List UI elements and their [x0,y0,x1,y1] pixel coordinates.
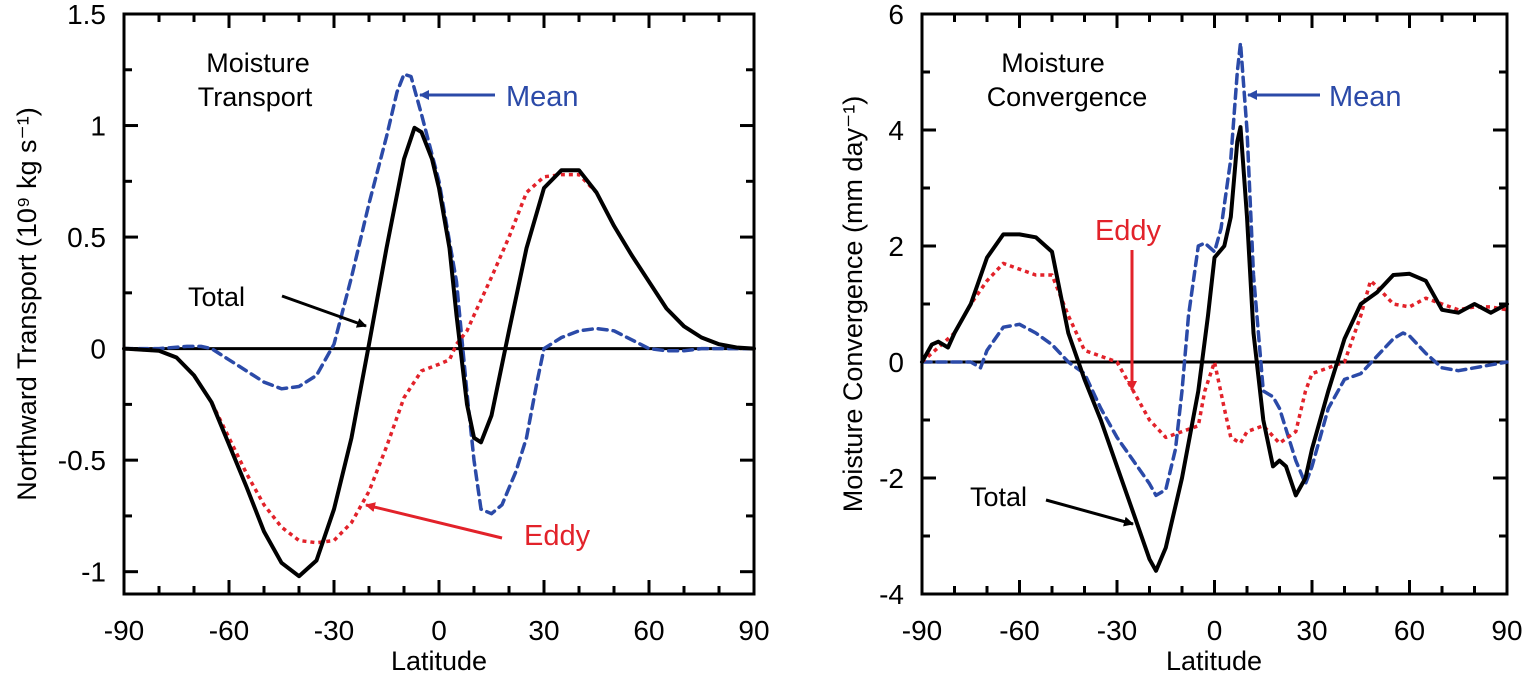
moisture-transport-panel: -90 -60 -30 0 30 60 90-1-0.500.511.5 Moisture … [12,0,770,675]
x-tick-label: 90 [738,615,769,646]
total-arrow [281,294,367,328]
panel-title-line-1: Moisture [1001,48,1105,78]
y-tick-label: 6 [888,0,904,30]
y-tick-label: -1 [81,557,106,588]
x-axis-title: Latitude [1166,646,1262,675]
series-eddy-line [920,261,1508,445]
series-layer [122,72,756,579]
total-arrow [1045,498,1134,527]
series-mean-line [122,72,756,516]
mean-annotation: Mean [1329,81,1402,113]
y-axis-title: Northward Transport (10⁹ kg s⁻¹) [12,107,42,500]
axis-ticks: -90 -60 -30 0 30 60 90 -4 -2 0 2 4 6 [879,0,1522,646]
y-tick-label: 1 [90,111,106,142]
eddy-annotation: Eddy [524,520,591,552]
total-annotation: Total [970,482,1027,512]
x-tick-label: -90 [104,615,144,646]
series-layer [920,41,1509,573]
x-tick-label: -60 [999,615,1039,646]
series-total-line [122,125,756,579]
series-total-line [920,125,1509,573]
x-tick-label: 60 [633,615,664,646]
x-tick-label: 0 [1207,615,1223,646]
x-tick-label: -60 [209,615,249,646]
panel-title-line-2: Transport [198,82,313,112]
y-tick-label: 0.5 [67,222,106,253]
panel-title-line-1: Moisture [206,48,310,78]
x-tick-label: 90 [1491,615,1522,646]
series-eddy-line [123,172,755,545]
y-tick-label: 0 [90,334,106,365]
y-tick-label: -0.5 [58,445,106,476]
x-tick-label: 0 [431,615,447,646]
y-tick-label: 1.5 [67,0,106,30]
y-tick-label: -2 [879,463,904,494]
series-mean-line [920,41,1509,498]
eddy-annotation: Eddy [1095,215,1162,247]
total-annotation: Total [188,282,245,312]
panel-title-line-2: Convergence [987,82,1148,112]
y-tick-label: -4 [879,579,904,610]
x-tick-label: -90 [902,615,942,646]
mean-annotation: Mean [506,81,579,113]
y-tick-label: 2 [888,231,904,262]
x-axis-title: Latitude [391,646,487,675]
moisture-convergence-panel: -90 -60 -30 0 30 60 90 -4 -2 0 2 4 6 Moisture Conver… [838,0,1523,675]
x-tick-label: -30 [1097,615,1137,646]
x-tick-label: 30 [1296,615,1327,646]
y-tick-label: 4 [888,115,904,146]
y-axis-title: Moisture Convergence (mm day⁻¹) [838,96,868,512]
y-tick-label: 0 [888,347,904,378]
axis-ticks: -90 -60 -30 0 30 60 90 -1 -0.5 0 0.5 1 1.5 [58,0,770,646]
eddy-arrow [365,502,503,540]
x-tick-label: -30 [314,615,354,646]
x-tick-label: 30 [528,615,559,646]
x-tick-label: 60 [1394,615,1425,646]
